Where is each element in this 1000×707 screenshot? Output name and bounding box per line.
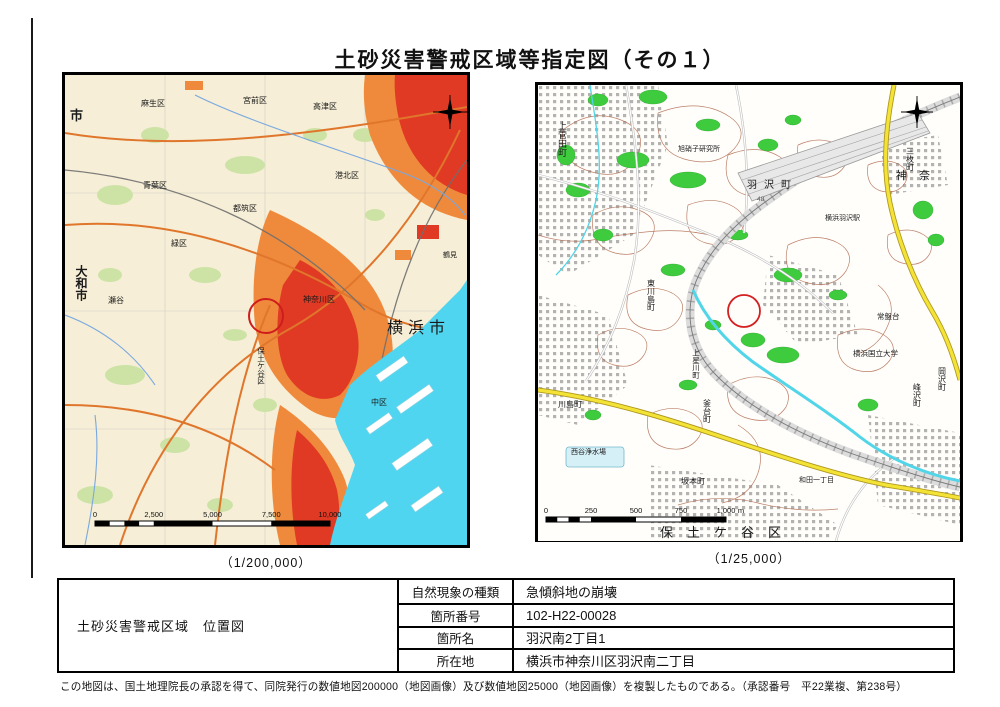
- detail-map-panel: 上菅田町 旭硝子研究所 羽沢町 48 横浜羽沢駅 三枚町 神奈 峰沢町 横浜国立…: [535, 82, 963, 542]
- label-nishiya-purification: 西谷浄水場: [571, 447, 606, 456]
- compass-icon: [433, 95, 467, 129]
- row-value: 羽沢南2丁目1: [526, 631, 606, 647]
- label-tokiwadai: 常盤台: [877, 311, 900, 321]
- label-kanagawa-partial: 神奈: [896, 168, 942, 182]
- scale-tick: 0: [93, 510, 97, 519]
- scale-tick: 250: [585, 506, 598, 515]
- label-aoba: 青葉区: [143, 180, 167, 190]
- table-row: 箇所番号 102-H22-00028: [399, 602, 953, 626]
- row-label: 箇所名: [399, 627, 514, 649]
- label-higashi-kawashima: 東川島町: [647, 278, 656, 311]
- scale-tick: 500: [630, 506, 643, 515]
- label-hodogaya-ward: 保土ケ谷区: [660, 525, 795, 540]
- map-type-cell: 土砂災害警戒区域 位置図: [59, 580, 399, 671]
- label-takatsu: 高津区: [313, 101, 337, 111]
- railway: [685, 92, 960, 492]
- harbor-piers: [365, 355, 444, 520]
- label-yokohama-national-univ: 横浜国立大学: [853, 348, 898, 358]
- label-naka-ward: 中区: [371, 397, 387, 407]
- label-minezawa-town: 峰沢町: [913, 382, 922, 407]
- label-seya: 瀬谷: [108, 295, 124, 305]
- label-kawashima-town: 川島町: [558, 399, 582, 409]
- scale-label-overview: （1/200,000）: [220, 556, 312, 570]
- row-label: 箇所番号: [399, 604, 514, 626]
- overview-map: 市 麻生区 宮前区 高津区 青葉区 都筑区 港北区 緑区 瀬谷 大和市 神奈川区…: [65, 75, 467, 545]
- label-okazawa-town: 岡沢町: [938, 367, 947, 391]
- scale-tick: 1,000: [717, 506, 736, 515]
- station-yard: [737, 112, 931, 202]
- table-row: 自然現象の種類 急傾斜地の崩壊: [399, 580, 953, 603]
- overview-map-panel: 市 麻生区 宮前区 高津区 青葉区 都筑区 港北区 緑区 瀬谷 大和市 神奈川区…: [62, 72, 470, 548]
- label-kanagawa-ward: 神奈川区: [303, 294, 335, 304]
- label-yamato-city: 大和市: [74, 264, 88, 302]
- bay-water: [330, 280, 467, 545]
- reservoir: [565, 446, 625, 468]
- label-asahi-glass: 旭硝子研究所: [678, 144, 720, 153]
- info-table: 土砂災害警戒区域 位置図 自然現象の種類 急傾斜地の崩壊 箇所番号 102-H2…: [57, 578, 955, 673]
- row-value: 急傾斜地の崩壊: [526, 584, 618, 600]
- map-type-label: 土砂災害警戒区域 位置図: [77, 619, 246, 634]
- label-hazawa-station: 横浜羽沢駅: [825, 213, 860, 222]
- label-tsuzuki: 都筑区: [233, 203, 257, 213]
- table-row: 所在地 横浜市神奈川区羽沢南二丁目: [399, 648, 953, 671]
- label-hodogaya-ward: 保土ケ谷区: [256, 347, 265, 386]
- scale-unit: m: [738, 506, 744, 515]
- label-hazawa-town: 羽沢町: [747, 178, 798, 191]
- copyright-footnote: この地図は、国土地理院長の承認を得て、同院発行の数値地図200000（地図画像）…: [60, 681, 908, 693]
- row-value: 102-H22-00028: [526, 607, 617, 623]
- label-kohoku: 港北区: [335, 170, 359, 180]
- scale-tick: 750: [675, 506, 688, 515]
- scale-tick: 2,500: [144, 510, 163, 519]
- row-label: 所在地: [399, 650, 514, 671]
- scale-bar: 0 2,500 5,000 7,500 10,000: [93, 510, 342, 527]
- label-kamihoshikawa: 上星川町: [691, 349, 700, 380]
- label-kamadai-town: 釜台町: [703, 398, 712, 423]
- page-border-line: [31, 18, 33, 578]
- location-circle: [248, 298, 284, 334]
- scale-tick: 0: [544, 506, 548, 515]
- place-labels: 上菅田町 旭硝子研究所 羽沢町 48 横浜羽沢駅 三枚町 神奈 峰沢町 横浜国立…: [557, 121, 947, 540]
- label-sakamoto-town: 坂本町: [681, 476, 705, 486]
- label-kamisugeta: 上菅田町: [557, 121, 567, 157]
- detail-rows: 自然現象の種類 急傾斜地の崩壊 箇所番号 102-H22-00028 箇所名 羽…: [399, 580, 953, 671]
- label-tsurumi: 鶴見: [443, 250, 457, 259]
- label-miyamae: 宮前区: [243, 95, 267, 105]
- scale-tick: 7,500: [262, 510, 281, 519]
- water-features: [555, 85, 960, 483]
- rivers: [65, 94, 466, 545]
- row-value: 横浜市神奈川区羽沢南二丁目: [526, 654, 696, 670]
- row-label: 自然現象の種類: [399, 580, 514, 603]
- vegetation-patches: [556, 89, 945, 421]
- table-row: 箇所名 羽沢南2丁目1: [399, 625, 953, 649]
- major-roads: [538, 85, 960, 501]
- page-title: 土砂災害警戒区域等指定図（その１）: [334, 49, 726, 72]
- label-wada-1chome: 和田一丁目: [799, 475, 834, 484]
- label-asao: 麻生区: [141, 98, 165, 108]
- scale-tick: 10,000: [319, 510, 342, 519]
- scale-label-detail: （1/25,000）: [707, 552, 791, 566]
- scale-bar: 0 250 500 750 1,000 m: [544, 506, 744, 523]
- label-spot-height: 48: [757, 196, 765, 203]
- label-yokohama-city: 横浜市: [387, 319, 450, 337]
- contour-lines: [538, 105, 932, 511]
- place-labels: 市 麻生区 宮前区 高津区 青葉区 都筑区 港北区 緑区 瀬谷 大和市 神奈川区…: [70, 95, 457, 407]
- detail-map: 上菅田町 旭硝子研究所 羽沢町 48 横浜羽沢駅 三枚町 神奈 峰沢町 横浜国立…: [538, 85, 960, 541]
- label-sanmai-town: 三枚町: [906, 147, 915, 171]
- location-circle: [727, 294, 761, 328]
- label-midori: 緑区: [171, 238, 187, 248]
- scale-tick: 5,000: [203, 510, 222, 519]
- label-city-partial: 市: [70, 108, 83, 123]
